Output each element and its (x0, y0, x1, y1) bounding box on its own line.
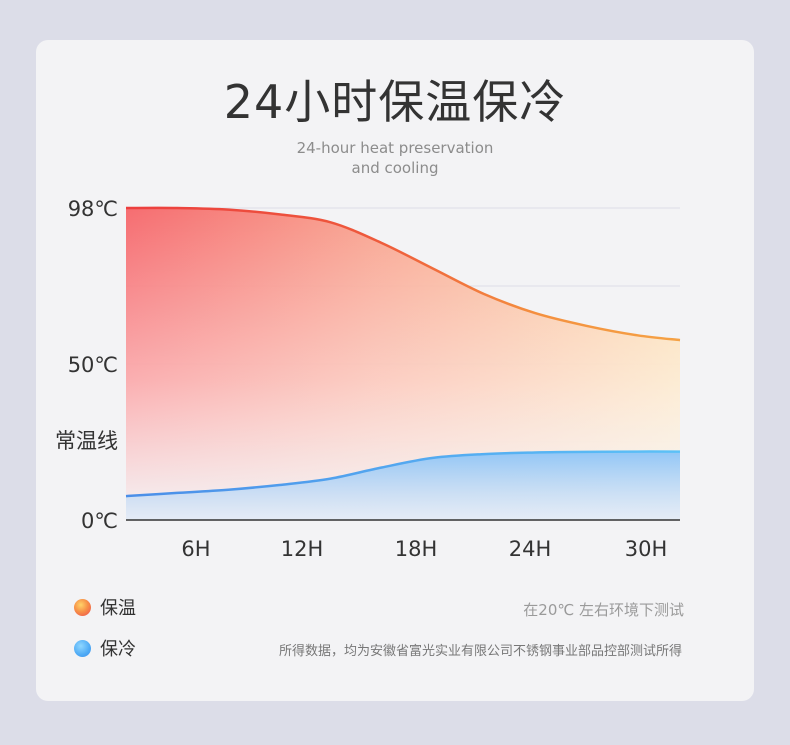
tick-labels: 98℃ 50℃ 常温线 0℃ 6H 12H 18H 24H 30H (55, 197, 667, 561)
cool-area (126, 451, 680, 520)
data-source-note: 所得数据，均为安徽省富光实业有限公司不锈钢事业部品控部测试所得 (278, 644, 682, 659)
legend-item-warm: 保温 (74, 596, 136, 619)
legend-label-warm: 保温 (100, 598, 136, 619)
legend-label-cool: 保冷 (100, 639, 136, 660)
y-tick-label: 50℃ (68, 353, 118, 377)
legend-item-cool: 保冷 (74, 637, 136, 660)
subtitle-line-2: and cooling (351, 159, 439, 177)
y-tick-label: 0℃ (81, 509, 118, 533)
series-lines (125, 206, 681, 498)
warm-dot-icon (74, 598, 91, 616)
x-tick-label: 12H (281, 537, 324, 561)
x-tick-label: 6H (181, 537, 210, 561)
y-tick-label: 98℃ (68, 197, 118, 221)
series-areas (126, 207, 680, 520)
cool-dot-icon (74, 639, 91, 657)
page-subtitle: 24-hour heat preservation and cooling (0, 138, 790, 178)
x-tick-label: 18H (395, 537, 438, 561)
x-tick-label: 24H (509, 537, 552, 561)
test-condition-note: 在20℃ 左右环境下测试 (523, 601, 684, 619)
warm-area-fade (126, 207, 680, 520)
y-tick-label: 常温线 (55, 429, 118, 453)
subtitle-line-1: 24-hour heat preservation (296, 139, 494, 157)
warm-series-line (125, 206, 681, 342)
page-title: 24小时保温保冷 (223, 75, 567, 129)
cool-series-line (125, 450, 681, 498)
x-tick-label: 30H (625, 537, 668, 561)
